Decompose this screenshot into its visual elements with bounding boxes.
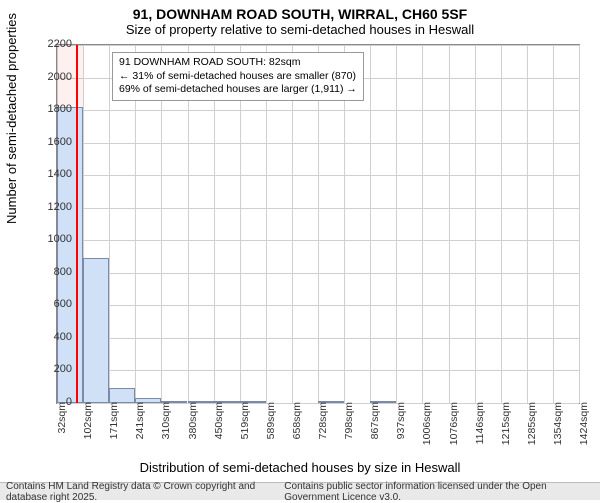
x-tick-label: 1146sqm: [474, 402, 486, 462]
x-tick-label: 1076sqm: [448, 402, 460, 462]
x-tick-label: 1424sqm: [578, 402, 590, 462]
gridline-v: [422, 45, 423, 403]
x-tick-label: 32sqm: [56, 402, 68, 462]
x-tick-label: 380sqm: [187, 402, 199, 462]
gridline-v: [475, 45, 476, 403]
gridline-v: [370, 45, 371, 403]
chart-title: 91, DOWNHAM ROAD SOUTH, WIRRAL, CH60 5SF: [0, 0, 600, 22]
gridline-v: [396, 45, 397, 403]
x-tick-label: 1215sqm: [500, 402, 512, 462]
x-tick-label: 102sqm: [82, 402, 94, 462]
y-tick-label: 2000: [32, 71, 72, 83]
y-tick-label: 600: [32, 298, 72, 310]
gridline-v: [553, 45, 554, 403]
gridline-v: [449, 45, 450, 403]
x-tick-label: 728sqm: [317, 402, 329, 462]
histogram-bar: [109, 388, 135, 403]
x-axis-label: Distribution of semi-detached houses by …: [0, 460, 600, 475]
info-line-1: 91 DOWNHAM ROAD SOUTH: 82sqm: [119, 56, 357, 70]
x-tick-label: 1285sqm: [526, 402, 538, 462]
reference-line: [76, 45, 78, 403]
x-tick-label: 241sqm: [134, 402, 146, 462]
x-tick-label: 798sqm: [343, 402, 355, 462]
footer-left: Contains HM Land Registry data © Crown c…: [6, 481, 284, 503]
gridline-v: [527, 45, 528, 403]
y-tick-label: 1800: [32, 103, 72, 115]
x-tick-label: 310sqm: [160, 402, 172, 462]
x-tick-label: 1354sqm: [552, 402, 564, 462]
x-tick-label: 519sqm: [239, 402, 251, 462]
y-tick-label: 2200: [32, 38, 72, 50]
footer: Contains HM Land Registry data © Crown c…: [0, 482, 600, 500]
x-tick-label: 589sqm: [265, 402, 277, 462]
y-tick-label: 1400: [32, 168, 72, 180]
info-line-3: 69% of semi-detached houses are larger (…: [119, 83, 357, 97]
y-tick-label: 200: [32, 363, 72, 375]
y-axis-label: Number of semi-detached properties: [4, 13, 19, 224]
histogram-bar: [57, 107, 83, 403]
gridline-v: [579, 45, 580, 403]
x-tick-label: 937sqm: [395, 402, 407, 462]
y-tick-label: 1200: [32, 201, 72, 213]
x-tick-label: 1006sqm: [421, 402, 433, 462]
gridline-v: [501, 45, 502, 403]
plot-wrap: 91 DOWNHAM ROAD SOUTH: 82sqm ← 31% of se…: [56, 44, 580, 404]
histogram-bar: [83, 258, 109, 403]
y-tick-label: 800: [32, 266, 72, 278]
footer-right: Contains public sector information licen…: [284, 481, 594, 503]
info-box: 91 DOWNHAM ROAD SOUTH: 82sqm ← 31% of se…: [112, 52, 364, 101]
chart-container: 91, DOWNHAM ROAD SOUTH, WIRRAL, CH60 5SF…: [0, 0, 600, 500]
y-tick-label: 1000: [32, 233, 72, 245]
x-tick-label: 450sqm: [213, 402, 225, 462]
x-tick-label: 658sqm: [291, 402, 303, 462]
x-tick-label: 171sqm: [108, 402, 120, 462]
gridline-v: [109, 45, 110, 403]
y-tick-label: 400: [32, 331, 72, 343]
y-tick-label: 1600: [32, 136, 72, 148]
x-tick-label: 867sqm: [369, 402, 381, 462]
chart-subtitle: Size of property relative to semi-detach…: [0, 22, 600, 39]
info-line-2: ← 31% of semi-detached houses are smalle…: [119, 70, 357, 84]
